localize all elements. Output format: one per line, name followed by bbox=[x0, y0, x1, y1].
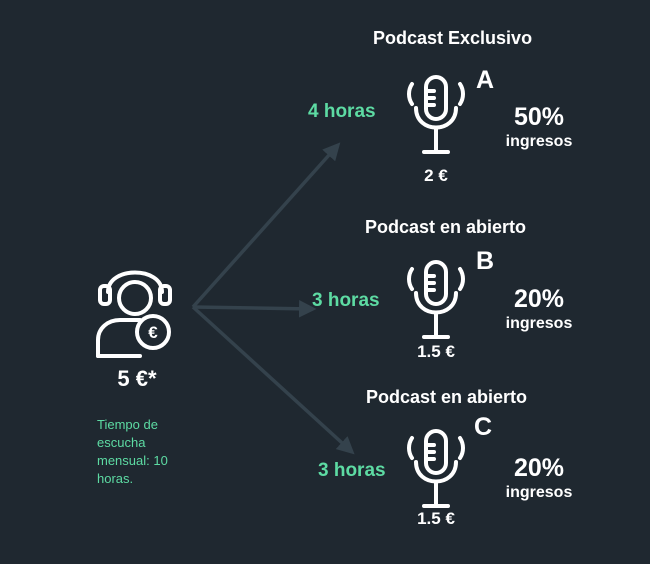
podcast-c-letter: C bbox=[474, 413, 493, 441]
arrow-to-podcast-a bbox=[191, 142, 341, 309]
podcast-a-title: Podcast Exclusivo bbox=[373, 28, 533, 48]
podcast-c-share-value: 20% bbox=[513, 454, 565, 482]
podcast-b-title: Podcast en abierto bbox=[365, 217, 527, 237]
svg-text:€: € bbox=[148, 323, 158, 342]
podcast-c-price: 1.5 € bbox=[417, 509, 455, 528]
podcast-b-share: 20% ingresos bbox=[496, 284, 582, 334]
microphone-icon bbox=[407, 429, 465, 508]
listener-price: 5 €* bbox=[117, 366, 157, 391]
podcast-a-letter: A bbox=[476, 66, 495, 94]
arrow-to-podcast-c bbox=[191, 305, 355, 455]
podcast-a-share-value: 50% bbox=[513, 103, 565, 131]
podcast-a-price: 2 € bbox=[424, 166, 448, 185]
podcast-b-hours: 3 horas bbox=[312, 290, 380, 311]
podcast-c-share-label: ingresos bbox=[505, 484, 573, 501]
podcast-c-hours: 3 horas bbox=[318, 460, 386, 481]
podcast-b-letter: B bbox=[476, 247, 495, 275]
listening-time-note: Tiempo de escucha mensual: 10 horas. bbox=[97, 417, 168, 486]
podcast-b-share-value: 20% bbox=[513, 285, 565, 313]
podcast-a-hours: 4 horas bbox=[308, 101, 376, 122]
podcast-b-share-label: ingresos bbox=[505, 315, 573, 332]
arrow-to-podcast-b bbox=[192, 300, 317, 318]
podcast-a-share: 50% ingresos bbox=[496, 102, 582, 152]
headphones-user-euro-icon: € bbox=[96, 270, 172, 358]
microphone-icon bbox=[407, 260, 465, 339]
podcast-b-price: 1.5 € bbox=[417, 342, 455, 361]
podcast-c-share: 20% ingresos bbox=[496, 453, 582, 503]
microphone-icon bbox=[407, 75, 465, 154]
podcast-c-title: Podcast en abierto bbox=[366, 387, 528, 407]
podcast-a-share-label: ingresos bbox=[505, 133, 573, 150]
